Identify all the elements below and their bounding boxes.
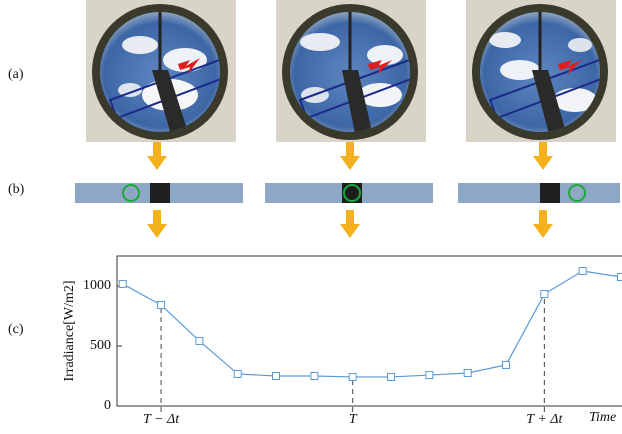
panel-label: (b) <box>8 182 25 197</box>
x-axis-label: Time <box>589 410 616 425</box>
y-tick-label: 500 <box>90 338 111 353</box>
panel-label: (c) <box>8 322 24 337</box>
sky-image <box>466 0 616 142</box>
sky-strip <box>265 183 433 203</box>
figure: (a) (b) (c) 050 <box>0 0 622 434</box>
data-point <box>311 373 318 380</box>
data-point <box>388 373 395 380</box>
chart: 0 500 1000 Irradiance[W/m2] Time T − Δt T T + Δ… <box>62 256 622 427</box>
data-point <box>349 373 356 380</box>
series-line <box>123 271 621 377</box>
y-tick-label: 0 <box>104 398 111 413</box>
sky-image <box>86 0 236 142</box>
x-tick-label: T + Δt <box>526 412 563 427</box>
sky-strip <box>75 183 243 203</box>
plot-frame <box>117 256 622 406</box>
data-point <box>541 291 548 298</box>
data-point <box>579 268 586 275</box>
data-point <box>618 274 622 281</box>
data-point <box>234 370 241 377</box>
y-axis-label: Irradiance[W/m2] <box>62 280 77 381</box>
data-point <box>158 301 165 308</box>
data-point <box>196 337 203 344</box>
sky-strip <box>458 183 620 203</box>
sky-image <box>276 0 426 142</box>
data-point <box>503 361 510 368</box>
data-point <box>464 370 471 377</box>
x-tick-label: T − Δt <box>143 412 180 427</box>
x-tick-label: T <box>349 412 358 427</box>
data-point <box>273 373 280 380</box>
panel-label: (a) <box>8 67 24 82</box>
y-tick-label: 1000 <box>83 278 111 293</box>
data-point <box>426 372 433 379</box>
data-point <box>119 280 126 287</box>
